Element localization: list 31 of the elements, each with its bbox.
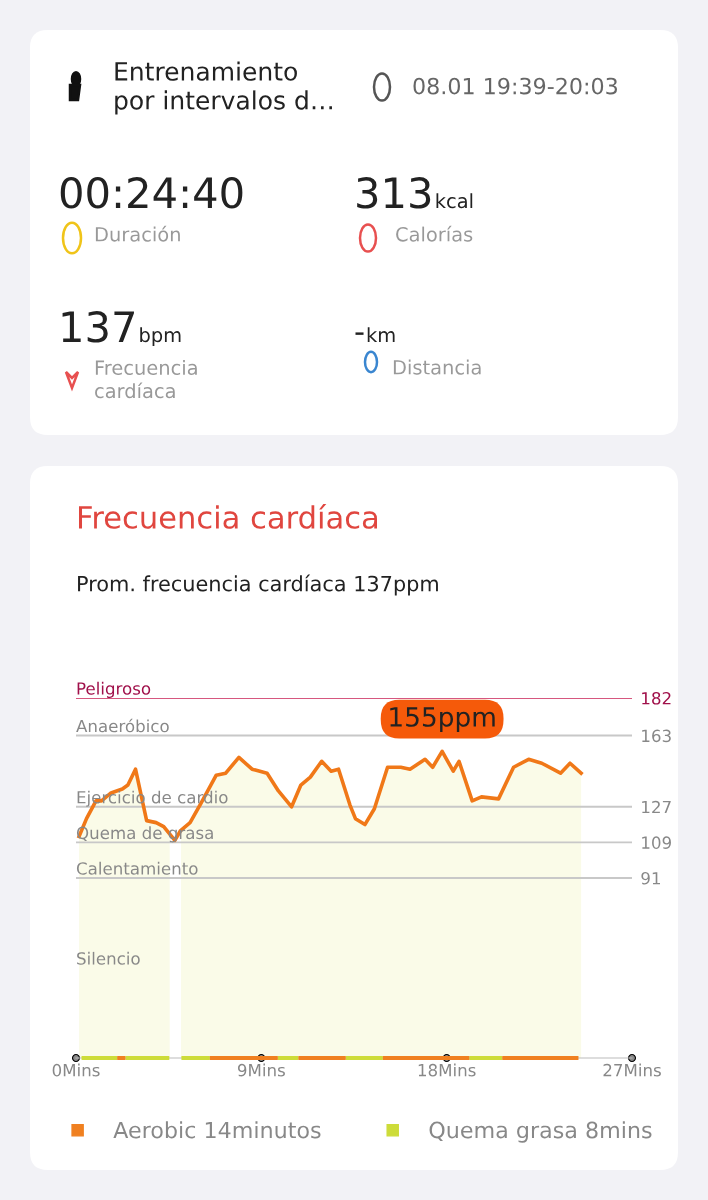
x-tick-label: 18Mins — [418, 1063, 476, 1077]
text: Frecuencia cardíaca — [95, 359, 197, 399]
text: km — [367, 327, 395, 342]
y-tick-label: 182 — [642, 691, 671, 705]
text: 313 — [357, 177, 431, 209]
annotation: Peligroso — [77, 681, 151, 698]
text: - — [355, 332, 364, 335]
legend-label: Aerobic 14minutos — [113, 1121, 321, 1139]
x-tick-label: 9Mins — [237, 1063, 285, 1077]
text: Calorías — [396, 225, 473, 242]
annotation: Calentamiento — [76, 861, 198, 875]
chart-title: Frecuencia cardíaca — [79, 503, 377, 529]
text: bpm — [140, 327, 181, 347]
y-tick-label: 127 — [642, 800, 671, 814]
legend-label: Quema grasa 8mins — [429, 1121, 652, 1143]
text: kcal — [436, 193, 473, 209]
x-tick-label: 0Mins — [52, 1063, 100, 1077]
y-tick-label: 109 — [642, 836, 671, 849]
text: 00:24:40 — [60, 177, 243, 209]
annotation: 155ppm — [390, 707, 495, 732]
annotation: Anaeróbico — [76, 718, 169, 733]
y-tick-label: 91 — [641, 871, 660, 885]
text: 137 — [62, 311, 134, 343]
text: Duración — [95, 225, 180, 242]
text: Distancia — [393, 359, 481, 375]
x-tick-label: 27Mins — [603, 1063, 661, 1077]
annotation: Silencio — [77, 951, 140, 965]
text: Entrenamiento por intervalos d… — [115, 61, 332, 115]
text: 08.01 19:39-20:03 — [413, 77, 617, 95]
y-tick-label: 163 — [642, 729, 671, 743]
chart-subtitle: Prom. frecuencia cardíaca 137ppm — [78, 574, 438, 596]
